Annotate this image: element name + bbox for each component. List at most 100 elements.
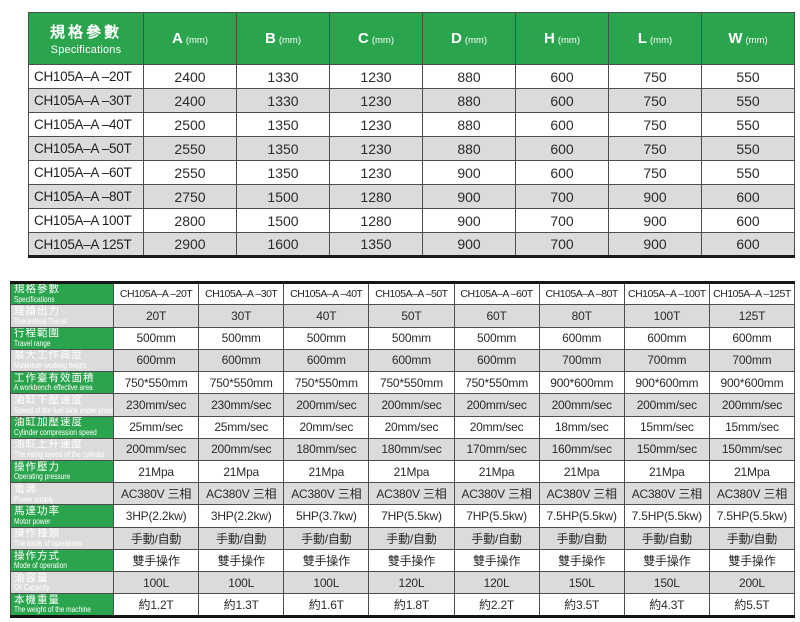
value-cell: 21Mpa <box>368 460 455 484</box>
row-label-en: Operating pressure <box>14 472 71 482</box>
value-cell: 900 <box>608 232 702 257</box>
table-row: 油缸加壓速度 Cylinder compression speed 25mm/sec… <box>10 415 796 439</box>
model-header-cell: CH105A–A –50T <box>368 281 455 306</box>
value-cell: 750*550mm <box>368 371 455 395</box>
table-row: 操作方式 Mode of operation 雙手操作 雙手操作 雙手操作 雙手操作 雙手操… <box>10 548 796 573</box>
value-cell: 7HP(5.5kw) <box>368 504 455 528</box>
value-cell: 700mm <box>538 348 625 373</box>
value-cell: AC380V 三相 <box>453 482 540 506</box>
column-header-A: A (mm) <box>143 12 237 65</box>
value-cell: 1500 <box>236 184 330 209</box>
table-row: 工作臺有效面積 A workbench effective area 750*550… <box>10 371 796 395</box>
table-row: CH105A–A –30T 2400 1330 1230 880 600 750 550 <box>28 88 795 113</box>
value-cell: 7.5HP(5.5kw) <box>708 504 796 528</box>
row-label-cn: 操作方式 <box>14 549 60 562</box>
value-cell: 200mm/sec <box>538 393 625 417</box>
value-cell: 手動/自動 <box>453 526 540 550</box>
table-row: 最大工作高度 Maximum working height 600mm 600mm 60… <box>10 348 796 373</box>
row-label-cn: 電源 <box>14 482 37 495</box>
model-cell: CH105A–A –60T <box>28 160 144 185</box>
value-cell: 600 <box>515 112 609 137</box>
model-header-cell: CH105A–A –30T <box>198 281 285 306</box>
value-cell: 600mm <box>708 326 796 350</box>
value-cell: 2800 <box>143 208 237 233</box>
model-header-cell: CH105A–A –80T <box>538 281 625 306</box>
value-cell: 120L <box>368 571 455 595</box>
value-cell: 1350 <box>236 112 330 137</box>
value-cell: 1600 <box>236 232 330 257</box>
value-cell: 1230 <box>329 136 423 161</box>
value-cell: 1280 <box>329 184 423 209</box>
model-header-cell: CH105A–A –100T <box>623 281 710 306</box>
dimensions-spec-table: 規格參數 Specifications A (mm) B (mm) C (mm) D (mm) H(… <box>28 12 795 258</box>
column-unit: (mm) <box>650 34 673 46</box>
model-header-cell: CH105A–A –40T <box>283 281 370 306</box>
value-cell: AC380V 三相 <box>112 482 200 506</box>
value-cell: 20mm/sec <box>283 415 370 439</box>
value-cell: 7HP(5.5kw) <box>453 504 540 528</box>
value-cell: 700mm <box>623 348 710 373</box>
column-header-L: L (mm) <box>608 12 702 65</box>
value-cell: 200mm/sec <box>708 393 796 417</box>
value-cell: 900*600mm <box>708 371 796 395</box>
model-cell: CH105A–A –80T <box>28 184 144 209</box>
table-row: 理論出力 Theoretical Thrust 20T 30T 40T 50T 60T 80T… <box>10 304 796 328</box>
value-cell: 2400 <box>143 88 237 113</box>
value-cell: 手動/自動 <box>368 526 455 550</box>
value-cell: 160mm/sec <box>538 437 625 462</box>
row-label-cell: 本機重量 The weight of the machine <box>10 593 114 617</box>
value-cell: 600 <box>515 136 609 161</box>
table-row: CH105A–A –60T 2550 1350 1230 900 600 750 550 <box>28 160 795 185</box>
value-cell: 2500 <box>143 112 237 137</box>
column-header-D: D (mm) <box>422 12 516 65</box>
value-cell: 180mm/sec <box>368 437 455 462</box>
value-cell: 750 <box>608 136 702 161</box>
row-label-cell: 操作種類 The kinds of operations <box>10 526 114 550</box>
header-row: 規格參數 Specifications A (mm) B (mm) C (mm) D (mm) H(… <box>28 12 795 65</box>
value-cell: 750 <box>608 112 702 137</box>
value-cell: 700mm <box>708 348 796 373</box>
value-cell: 雙手操作 <box>112 548 200 573</box>
value-cell: 600 <box>701 184 795 209</box>
row-label-cell: 行程範圍 Travel range <box>10 326 114 350</box>
value-cell: 900*600mm <box>623 371 710 395</box>
table-row: 電源 Power supply AC380V 三相 AC380V 三相 AC380V 三… <box>10 482 796 506</box>
model-cell: CH105A–A 100T <box>28 208 144 233</box>
value-cell: 880 <box>422 64 516 89</box>
column-unit: (mm) <box>371 34 394 46</box>
row-label-cn: 最大工作高度 <box>14 349 83 362</box>
column-unit: (mm) <box>185 34 208 46</box>
table-row: 油缸上升速度 The rising speed of the cylinder 20… <box>10 437 796 462</box>
value-cell: 600 <box>701 232 795 257</box>
value-cell: 550 <box>701 64 795 89</box>
value-cell: 25mm/sec <box>112 415 200 439</box>
model-cell: CH105A–A –20T <box>28 64 144 89</box>
value-cell: 1350 <box>329 232 423 257</box>
table-row: CH105A–A –80T 2750 1500 1280 900 700 900 600 <box>28 184 795 209</box>
row-label-cell: 油缸加壓速度 Cylinder compression speed <box>10 415 114 439</box>
value-cell: 880 <box>422 136 516 161</box>
value-cell: 1330 <box>236 64 330 89</box>
row-label-cell: 馬達功率 Motor power <box>10 504 114 528</box>
row-label-en: Cylinder compression speed <box>14 427 97 437</box>
value-cell: 80T <box>538 304 625 328</box>
value-cell: 500mm <box>368 326 455 350</box>
value-cell: 750 <box>608 64 702 89</box>
value-cell: 200L <box>708 571 796 595</box>
spec-title-cn: 規格參數 <box>49 24 122 41</box>
value-cell: 750 <box>608 88 702 113</box>
value-cell: 3HP(2.2kw) <box>112 504 200 528</box>
value-cell: 170mm/sec <box>453 437 540 462</box>
value-cell: 230mm/sec <box>198 393 285 417</box>
model-cell: CH105A–A –50T <box>28 136 144 161</box>
spec-title-en: Specifications <box>14 294 55 304</box>
header-row: 規格參數 Specifications CH105A–A –20T CH105A–A … <box>10 281 796 306</box>
value-cell: 21Mpa <box>538 460 625 484</box>
row-label-cn: 理論出力 <box>14 304 60 317</box>
row-label-cn: 行程範圍 <box>14 327 60 340</box>
value-cell: 約1.3T <box>198 593 285 617</box>
value-cell: 600mm <box>623 326 710 350</box>
value-cell: 2550 <box>143 136 237 161</box>
column-unit: (mm) <box>745 34 768 46</box>
